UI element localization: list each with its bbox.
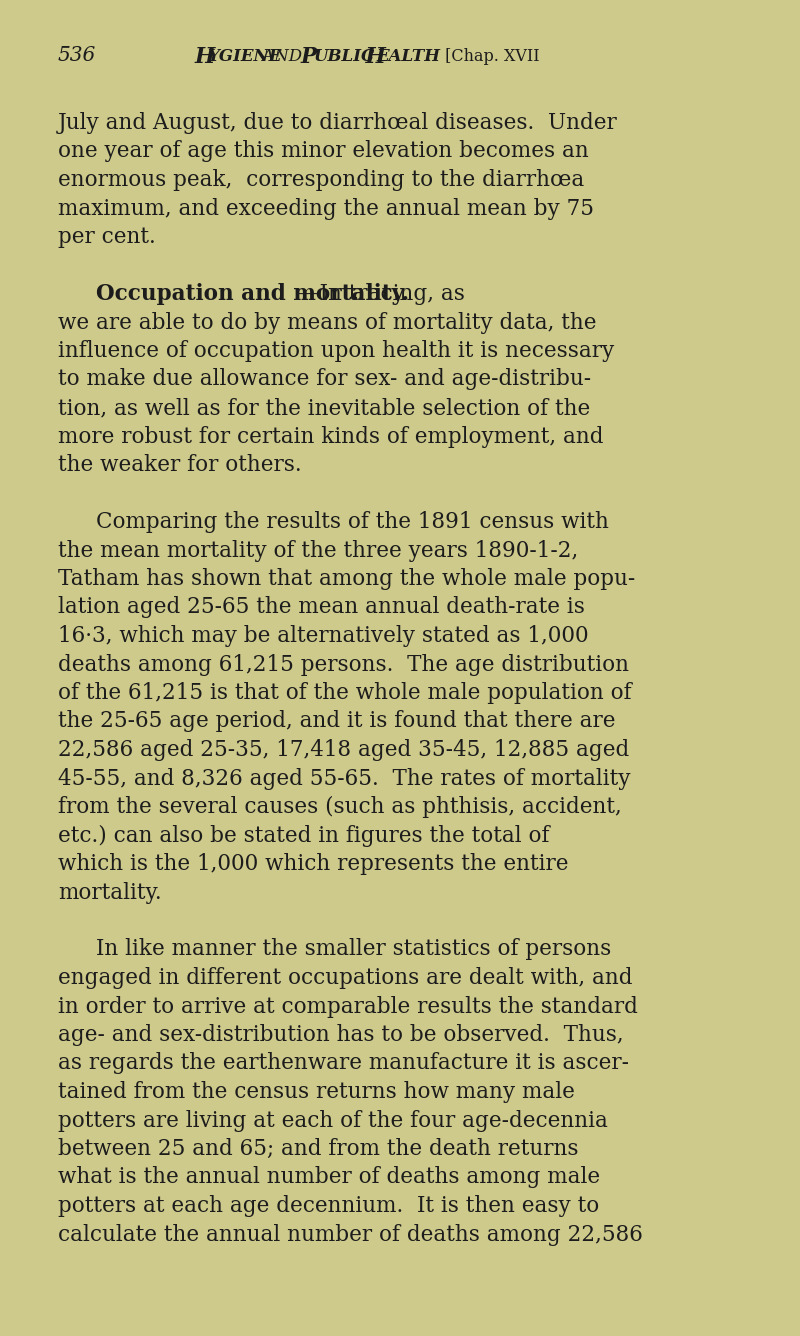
Text: calculate the annual number of deaths among 22,586: calculate the annual number of deaths am… (58, 1224, 643, 1245)
Text: Occupation and mortality.: Occupation and mortality. (96, 283, 409, 305)
Text: the weaker for others.: the weaker for others. (58, 454, 302, 476)
Text: Tatham has shown that among the whole male popu-: Tatham has shown that among the whole ma… (58, 568, 635, 591)
Text: tained from the census returns how many male: tained from the census returns how many … (58, 1081, 575, 1104)
Text: potters at each age decennium.  It is then easy to: potters at each age decennium. It is the… (58, 1194, 599, 1217)
Text: of the 61,215 is that of the whole male population of: of the 61,215 is that of the whole male … (58, 681, 632, 704)
Text: between 25 and 65; and from the death returns: between 25 and 65; and from the death re… (58, 1138, 578, 1160)
Text: enormous peak,  corresponding to the diarrhœa: enormous peak, corresponding to the diar… (58, 168, 584, 191)
Text: [Chap. XVII: [Chap. XVII (440, 48, 540, 65)
Text: 22,586 aged 25-35, 17,418 aged 35-45, 12,885 aged: 22,586 aged 25-35, 17,418 aged 35-45, 12… (58, 739, 630, 762)
Text: UBLIC: UBLIC (314, 48, 375, 65)
Text: EALTH: EALTH (376, 48, 440, 65)
Text: 16·3, which may be alternatively stated as 1,000: 16·3, which may be alternatively stated … (58, 625, 589, 647)
Text: lation aged 25-65 the mean annual death-rate is: lation aged 25-65 the mean annual death-… (58, 596, 585, 619)
Text: tion, as well as for the inevitable selection of the: tion, as well as for the inevitable sele… (58, 397, 590, 420)
Text: —In tracing, as: —In tracing, as (298, 283, 464, 305)
Text: the 25-65 age period, and it is found that there are: the 25-65 age period, and it is found th… (58, 711, 615, 732)
Text: In like manner the smaller statistics of persons: In like manner the smaller statistics of… (96, 938, 611, 961)
Text: potters are living at each of the four age-decennia: potters are living at each of the four a… (58, 1109, 608, 1132)
Text: P: P (301, 45, 317, 68)
Text: July and August, due to diarrhœal diseases.  Under: July and August, due to diarrhœal diseas… (58, 112, 618, 134)
Text: maximum, and exceeding the annual mean by 75: maximum, and exceeding the annual mean b… (58, 198, 594, 219)
Text: influence of occupation upon health it is necessary: influence of occupation upon health it i… (58, 339, 614, 362)
Text: as regards the earthenware manufacture it is ascer-: as regards the earthenware manufacture i… (58, 1053, 629, 1074)
Text: 45-55, and 8,326 aged 55-65.  The rates of mortality: 45-55, and 8,326 aged 55-65. The rates o… (58, 767, 630, 790)
Text: to make due allowance for sex- and age-distribu-: to make due allowance for sex- and age-d… (58, 369, 591, 390)
Text: age- and sex-distribution has to be observed.  Thus,: age- and sex-distribution has to be obse… (58, 1023, 624, 1046)
Text: in order to arrive at comparable results the standard: in order to arrive at comparable results… (58, 995, 638, 1018)
Text: 536: 536 (58, 45, 96, 65)
Text: H: H (358, 45, 386, 68)
Text: the mean mortality of the three years 1890-1-2,: the mean mortality of the three years 18… (58, 540, 578, 561)
Text: which is the 1,000 which represents the entire: which is the 1,000 which represents the … (58, 852, 569, 875)
Text: YGIENE: YGIENE (207, 48, 282, 65)
Text: what is the annual number of deaths among male: what is the annual number of deaths amon… (58, 1166, 600, 1189)
Text: from the several causes (such as phthisis, accident,: from the several causes (such as phthisi… (58, 796, 622, 818)
Text: AND: AND (257, 48, 307, 65)
Text: deaths among 61,215 persons.  The age distribution: deaths among 61,215 persons. The age dis… (58, 653, 629, 676)
Text: engaged in different occupations are dealt with, and: engaged in different occupations are dea… (58, 967, 633, 989)
Text: mortality.: mortality. (58, 882, 162, 903)
Text: Comparing the results of the 1891 census with: Comparing the results of the 1891 census… (96, 510, 609, 533)
Text: etc.) can also be stated in figures the total of: etc.) can also be stated in figures the … (58, 824, 550, 847)
Text: one year of age this minor elevation becomes an: one year of age this minor elevation bec… (58, 140, 589, 163)
Text: more robust for certain kinds of employment, and: more robust for certain kinds of employm… (58, 425, 603, 448)
Text: per cent.: per cent. (58, 226, 156, 248)
Text: H: H (195, 45, 215, 68)
Text: we are able to do by means of mortality data, the: we are able to do by means of mortality … (58, 311, 597, 334)
Text: .: . (425, 48, 430, 65)
